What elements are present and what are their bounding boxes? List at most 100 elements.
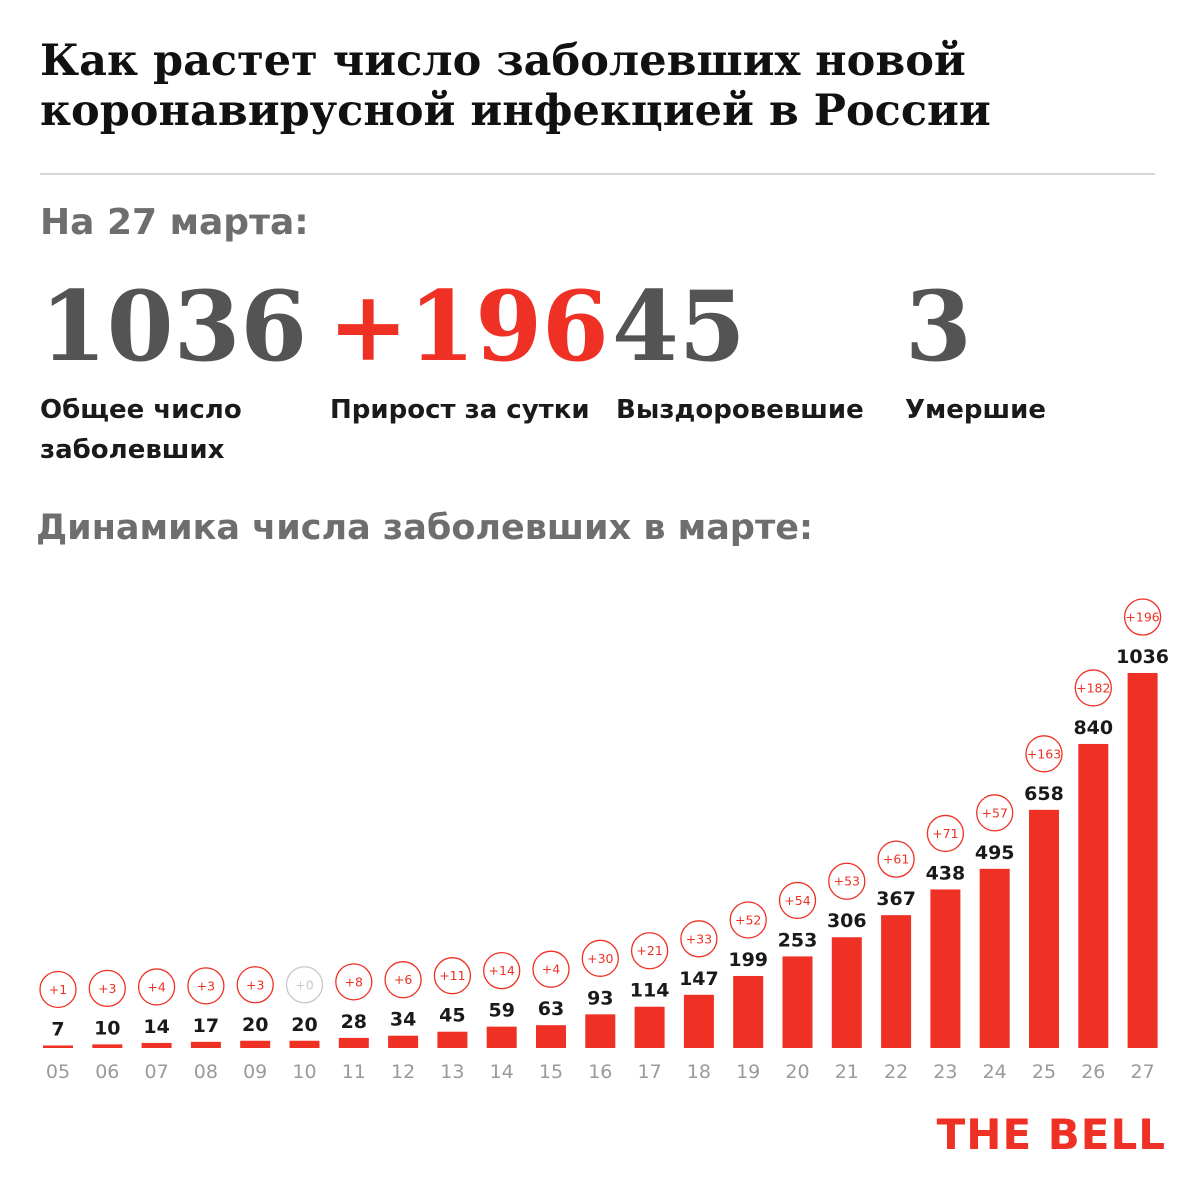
stat-daily-growth-value: +196 (328, 270, 609, 383)
bar (141, 1042, 172, 1048)
bar (683, 994, 714, 1048)
increment-circle (532, 950, 570, 988)
increment-label: +1 (49, 982, 67, 997)
increment-label: +0 (295, 977, 313, 992)
stat-daily-growth-label: Прирост за сутки (330, 395, 590, 425)
x-tick-label: 08 (194, 1061, 218, 1083)
x-tick-label: 22 (884, 1061, 908, 1083)
bar (190, 1041, 221, 1048)
increment-label: +3 (197, 978, 215, 993)
date-label: На 27 марта: (40, 202, 309, 243)
bar-value-label: 253 (778, 929, 818, 951)
bar-value-label: 20 (291, 1014, 317, 1036)
bar-value-label: 45 (439, 1005, 465, 1027)
stat-recovered-label: Выздоровевшие (616, 395, 864, 425)
bar (930, 889, 961, 1048)
increment-circle (729, 901, 767, 939)
x-tick-label: 23 (933, 1061, 957, 1083)
increment-label: +3 (246, 977, 264, 992)
stat-total-value: 1036 (40, 270, 308, 383)
increment-circle (433, 957, 472, 995)
increment-label: +14 (489, 963, 515, 978)
x-tick-label: 12 (391, 1061, 415, 1083)
bar-value-label: 63 (538, 998, 564, 1020)
increment-circle (483, 951, 521, 990)
increment-circle (285, 966, 324, 1004)
increment-circle (877, 840, 915, 878)
increment-circle (926, 814, 965, 853)
bar-value-label: 20 (242, 1014, 268, 1036)
cases-bar-chart: 7 +1 05 10 +3 06 14 +4 07 17 +3 08 20 +3 09 20 +0 10 28 +8 1… (39, 598, 1169, 1083)
bar (43, 1045, 73, 1048)
bar-value-label: 93 (587, 987, 613, 1009)
stat-deaths-value: 3 (905, 270, 972, 383)
bar (733, 975, 764, 1048)
increment-label: +196 (1125, 610, 1159, 625)
increment-circle (630, 932, 669, 970)
increment-label: +53 (834, 874, 860, 889)
x-tick-label: 14 (490, 1061, 514, 1083)
increment-label: +4 (542, 962, 560, 977)
increment-circle (1025, 735, 1063, 773)
increment-circle (778, 881, 817, 920)
bar (289, 1040, 320, 1048)
stat-total-label: Общее число заболевших (40, 395, 242, 465)
x-tick-label: 17 (638, 1061, 662, 1083)
bar-value-label: 59 (488, 1000, 514, 1022)
x-tick-label: 15 (539, 1061, 563, 1083)
bar (831, 937, 862, 1048)
bar-value-label: 199 (728, 949, 768, 971)
bar (881, 915, 912, 1048)
increment-label: +6 (394, 972, 412, 987)
increment-label: +11 (439, 968, 465, 983)
bar-value-label: 147 (679, 968, 719, 990)
bar (536, 1025, 566, 1048)
bar (388, 1035, 419, 1048)
increment-circle (137, 968, 176, 1006)
increment-label: +163 (1027, 746, 1061, 761)
bar (486, 1026, 517, 1048)
bar (437, 1031, 468, 1048)
bar-value-label: 28 (341, 1011, 367, 1033)
x-tick-label: 13 (440, 1061, 464, 1083)
bar (979, 868, 1010, 1048)
bar (1078, 743, 1109, 1048)
bar (92, 1044, 123, 1048)
bar-value-label: 438 (926, 862, 966, 884)
increment-label: +33 (686, 931, 712, 946)
increment-circle (581, 939, 619, 977)
x-tick-label: 26 (1081, 1061, 1105, 1083)
x-tick-label: 07 (145, 1061, 169, 1083)
increment-label: +61 (883, 852, 909, 867)
bar-value-label: 7 (51, 1018, 64, 1040)
stat-deaths-label: Умершие (905, 395, 1047, 425)
increment-label: +182 (1076, 680, 1110, 695)
bar (240, 1040, 271, 1048)
increment-label: +30 (587, 951, 613, 966)
x-tick-label: 09 (243, 1061, 267, 1083)
x-tick-label: 25 (1032, 1061, 1056, 1083)
title-divider (40, 173, 1155, 175)
bar-value-label: 495 (975, 842, 1015, 864)
bar-value-label: 1036 (1116, 646, 1169, 668)
x-tick-label: 10 (292, 1061, 316, 1083)
increment-circle (335, 963, 373, 1001)
page-title: Как растет число заболевших новой корона… (40, 36, 991, 136)
increment-circle (828, 862, 866, 900)
bar-value-label: 840 (1073, 717, 1113, 739)
bar (1029, 809, 1059, 1048)
bar (782, 956, 813, 1048)
x-tick-label: 18 (687, 1061, 711, 1083)
bar (585, 1014, 616, 1048)
chart-title: Динамика числа заболевших в марте: (36, 508, 813, 548)
the-bell-logo: THE BELL (936, 1110, 1166, 1159)
bar-value-label: 14 (143, 1016, 169, 1038)
increment-label: +52 (735, 912, 761, 927)
increment-label: +4 (147, 979, 165, 994)
bar-value-label: 114 (630, 980, 670, 1002)
increment-label: +57 (982, 805, 1008, 820)
x-tick-label: 16 (588, 1061, 612, 1083)
bar-value-label: 10 (94, 1017, 120, 1039)
increment-label: +21 (636, 943, 662, 958)
stat-recovered-value: 45 (612, 270, 746, 383)
